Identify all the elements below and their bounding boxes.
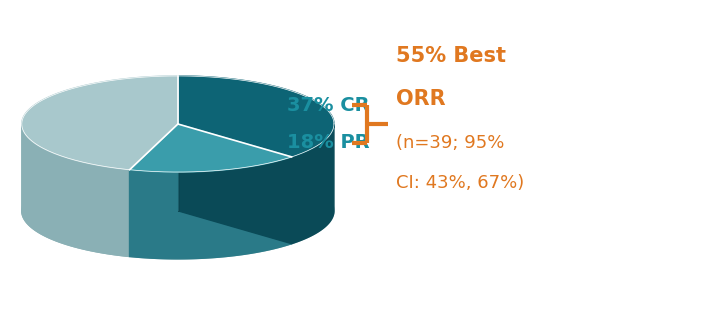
Polygon shape [22,76,178,170]
Polygon shape [178,124,292,244]
Text: ORR: ORR [396,89,445,109]
Polygon shape [178,76,334,157]
Polygon shape [292,124,334,244]
Text: CI: 43%, 67%): CI: 43%, 67%) [396,174,524,192]
Text: 55% Best: 55% Best [396,46,506,66]
Text: 18% PR: 18% PR [287,133,370,152]
Text: 37% CR: 37% CR [287,96,370,115]
Polygon shape [22,163,334,259]
Polygon shape [130,124,292,172]
Polygon shape [130,157,292,259]
Text: (n=39; 95%: (n=39; 95% [396,134,504,152]
Polygon shape [130,124,178,256]
Polygon shape [130,124,178,256]
Polygon shape [22,124,130,256]
